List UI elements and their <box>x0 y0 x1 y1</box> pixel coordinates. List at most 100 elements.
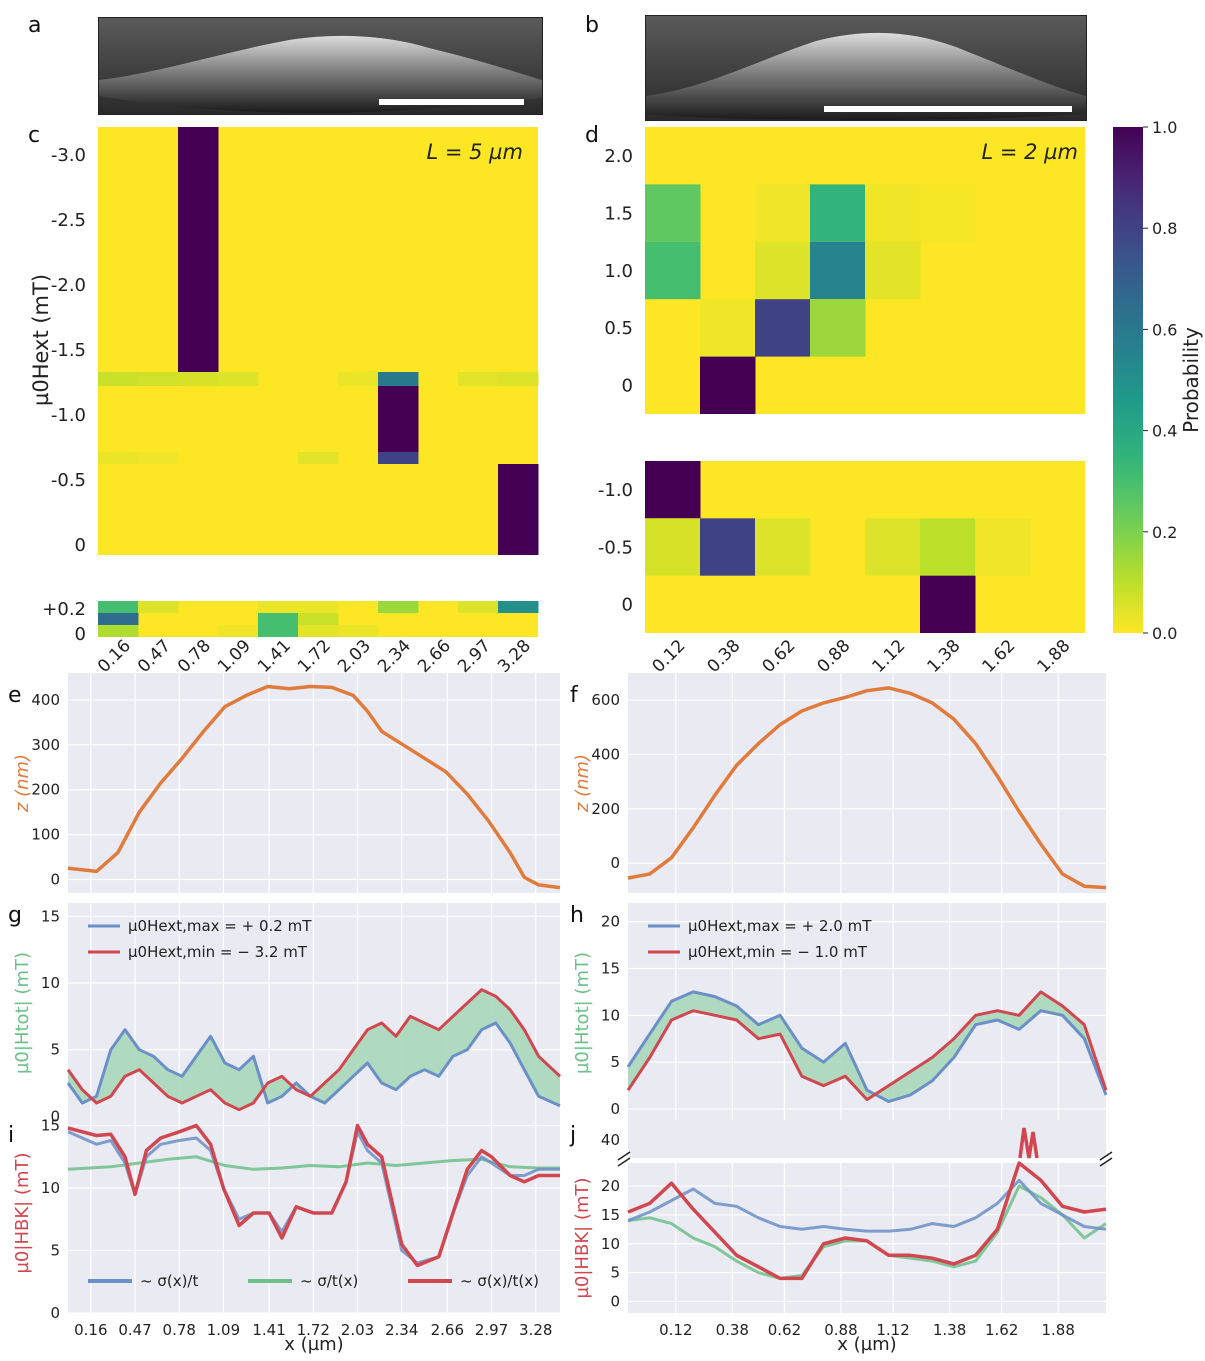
heatmap-cell <box>975 518 1031 576</box>
heatmap-cell <box>810 299 866 357</box>
heatmap-cell <box>920 575 976 633</box>
legend-entry-i: ~ σ(x)/t(x) <box>460 1272 539 1290</box>
heatmap-x-tick-label: 0.38 <box>704 636 745 677</box>
y-tick-label: 15 <box>41 1117 60 1135</box>
heatmap-cell <box>498 601 539 613</box>
heatmap-cell <box>378 452 419 464</box>
y-axis-label-i-part: µ0|H <box>12 1231 33 1274</box>
y-axis-label-e: z (nm) <box>12 754 33 813</box>
x-tick-label: 0.47 <box>118 1321 151 1339</box>
y-tick-label: 5 <box>50 1041 60 1059</box>
heatmap-cell <box>298 452 339 464</box>
heatmap-y-tick-label: 0 <box>622 376 633 397</box>
heatmap-cell <box>458 372 499 386</box>
panel-label-b: b <box>585 13 599 38</box>
heatmap-y-tick-label: -1.0 <box>51 405 86 426</box>
heatmap-y-tick-label: -3.0 <box>51 145 86 166</box>
series-line-f <box>627 686 1107 890</box>
heatmap-y-tick-label: 2.0 <box>604 146 633 167</box>
heatmap-cell <box>810 184 866 242</box>
heatmap-x-tick-label: 1.38 <box>924 636 965 677</box>
heatmap-x-tick-label: 1.88 <box>1034 636 1075 677</box>
panel-label-g: g <box>8 903 22 928</box>
heatmap-y-tick-label: 0 <box>75 535 86 556</box>
series-line-j <box>627 1161 1107 1281</box>
legend-entry-i: ~ σ/t(x) <box>300 1272 358 1290</box>
fill-between-h <box>628 991 1106 1102</box>
axis-break-mark <box>617 1151 631 1167</box>
x-tick-label: 1.12 <box>876 1321 909 1339</box>
heatmap-y-tick-label: -1.0 <box>598 480 633 501</box>
panel-label-h: h <box>570 903 584 928</box>
y-tick-label: 400 <box>591 745 620 763</box>
heatmap-background <box>98 127 538 555</box>
x-tick-label: 1.72 <box>297 1321 330 1339</box>
y-tick-label: 20 <box>601 1177 620 1195</box>
y-tick-label: 10 <box>601 1235 620 1253</box>
y-tick-label: 20 <box>601 913 620 931</box>
heatmap-cell <box>98 613 139 625</box>
heatmap-cell <box>258 601 299 613</box>
heatmap-c-annotation: L = 5 µm <box>427 140 524 164</box>
x-tick-label: 1.41 <box>252 1321 285 1339</box>
heatmap-cell <box>218 372 259 386</box>
y-tick-label: 300 <box>31 736 60 754</box>
heatmap-cell <box>645 518 701 576</box>
x-tick-label: 1.88 <box>1041 1321 1074 1339</box>
heatmap-cell <box>298 601 339 613</box>
heatmap-y-tick-label: -2.5 <box>51 210 86 231</box>
y-axis-label-g-part: µ0| <box>12 1045 33 1074</box>
heatmap-cell <box>178 372 219 386</box>
y-axis-label-i-part: BK <box>12 1206 33 1231</box>
heatmap-cell <box>378 386 419 452</box>
heatmap-x-tick-label: 0.47 <box>134 636 175 677</box>
colorbar-tick-label: 0.2 <box>1152 523 1177 542</box>
sem-image-a-graphic <box>99 18 542 114</box>
heatmap-y-tick-label: -0.5 <box>51 470 86 491</box>
x-tick-label: 1.38 <box>933 1321 966 1339</box>
heatmap-cell <box>98 601 139 613</box>
y-tick-label: 0 <box>50 1107 60 1125</box>
heatmap-cell <box>138 601 179 613</box>
heatmap-cell <box>755 241 811 300</box>
heatmap-cell <box>138 452 179 464</box>
colorbar-tick-label: 0.0 <box>1152 624 1177 643</box>
series-line-h <box>626 990 1108 1103</box>
y-axis-label-j-part: BK <box>572 1231 593 1256</box>
series-line-i <box>67 1123 560 1268</box>
heatmap-cell <box>645 461 701 519</box>
heatmap-x-tick-label: 2.03 <box>334 636 375 677</box>
heatmap-cell <box>378 372 419 386</box>
heatmap-x-tick-label: 0.16 <box>94 636 135 677</box>
x-tick-label: 0.88 <box>824 1321 857 1339</box>
x-tick-label: 0.62 <box>768 1321 801 1339</box>
heatmap-y-tick-label: 1.0 <box>604 261 633 282</box>
y-tick-label: 0 <box>50 1304 60 1322</box>
legend-entry-h: µ0Hext,min = − 1.0 mT <box>688 943 868 961</box>
heatmap-y-tick-label: 0.5 <box>604 318 633 339</box>
scale-bar-b <box>824 106 1072 112</box>
y-tick-label: 40 <box>601 1131 620 1149</box>
x-tick-label: 2.66 <box>431 1321 464 1339</box>
heatmap-cell <box>218 625 259 637</box>
y-tick-label: 0 <box>610 1100 620 1118</box>
heatmap-cell <box>138 372 179 386</box>
legend-entry-i: ~ σ(x)/t <box>140 1272 198 1290</box>
y-tick-label: 0 <box>50 871 60 889</box>
panel-label-d: d <box>585 123 599 148</box>
x-axis-label-j: x (µm) <box>837 1334 896 1355</box>
x-tick-label: 0.16 <box>74 1321 107 1339</box>
series-line-e <box>67 684 561 890</box>
heatmap-cell <box>98 372 139 386</box>
heatmap-cell <box>700 518 756 576</box>
sem-image-a <box>98 17 543 115</box>
y-tick-label: 15 <box>601 960 620 978</box>
colorbar-tick-label: 0.4 <box>1152 422 1177 441</box>
panel-label-c: c <box>28 123 40 148</box>
heatmap-x-tick-label: 2.97 <box>454 636 495 677</box>
heatmap-cell <box>498 464 539 555</box>
y-axis-label-j-part: | (mT) <box>572 1177 593 1231</box>
y-tick-label: 200 <box>31 781 60 799</box>
heatmap-x-tick-label: 2.34 <box>374 636 415 677</box>
plot-f-background <box>628 673 1106 893</box>
